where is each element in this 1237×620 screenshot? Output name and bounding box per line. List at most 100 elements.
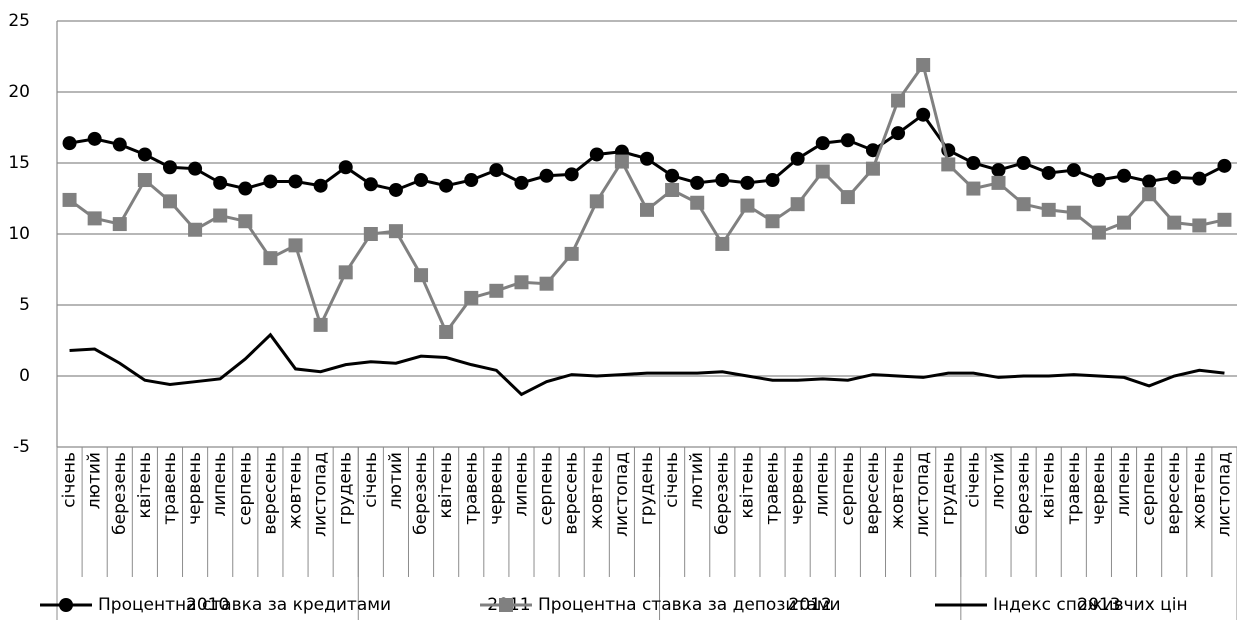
- data-point: [162, 160, 177, 175]
- data-point: [288, 174, 303, 189]
- x-tick-label: квітень: [436, 452, 456, 519]
- data-point: [740, 198, 755, 213]
- data-point: [62, 136, 77, 151]
- data-point: [916, 58, 931, 73]
- data-point: [112, 217, 127, 232]
- data-point: [564, 246, 579, 261]
- data-point: [87, 211, 102, 226]
- data-point: [715, 236, 730, 251]
- data-point: [489, 163, 504, 178]
- data-point: [991, 163, 1006, 178]
- x-tick-label: листопад: [913, 452, 933, 537]
- data-point: [514, 175, 529, 190]
- x-tick-label: вересень: [863, 452, 883, 535]
- data-point: [313, 317, 328, 332]
- y-tick-label: 25: [8, 11, 30, 31]
- x-tick-label: липень: [511, 452, 531, 517]
- x-tick-label: жовтень: [1189, 452, 1209, 529]
- x-tick-label: червень: [1089, 452, 1109, 525]
- x-tick-label: січень: [361, 452, 381, 508]
- x-tick-label: квітень: [135, 452, 155, 519]
- data-point: [740, 175, 755, 190]
- data-point: [1066, 205, 1081, 220]
- x-tick-label: січень: [60, 452, 80, 508]
- x-tick-label: лютий: [988, 452, 1008, 509]
- data-point: [966, 181, 981, 196]
- data-point: [363, 227, 378, 241]
- data-point: [891, 126, 906, 141]
- data-point: [263, 174, 278, 189]
- y-tick-label: 5: [19, 295, 30, 315]
- data-point: [941, 157, 956, 172]
- data-point: [790, 151, 805, 166]
- data-point: [1066, 163, 1081, 178]
- data-point: [715, 173, 730, 188]
- data-point: [1217, 212, 1232, 227]
- data-point: [1016, 197, 1031, 212]
- x-tick-label: грудень: [336, 452, 356, 525]
- data-point: [640, 202, 654, 217]
- data-point: [263, 251, 278, 266]
- x-tick-label: червень: [486, 452, 506, 525]
- data-point: [363, 177, 378, 192]
- data-point: [188, 222, 203, 237]
- y-tick-label: 20: [8, 82, 30, 102]
- data-point: [338, 265, 353, 280]
- data-point: [137, 147, 152, 162]
- data-point: [464, 290, 479, 305]
- data-point: [640, 151, 654, 166]
- data-point: [690, 175, 705, 190]
- series-line: [68, 61, 1225, 335]
- data-point: [539, 276, 554, 291]
- x-tick-label: вересень: [562, 452, 582, 535]
- x-tick-label: грудень: [637, 452, 657, 525]
- data-point: [238, 181, 253, 196]
- x-tick-label: червень: [788, 452, 808, 525]
- data-point: [1091, 225, 1106, 240]
- data-point: [439, 178, 454, 193]
- x-tick-label: березень: [411, 452, 431, 535]
- x-tick-label: січень: [662, 452, 682, 508]
- data-point: [288, 238, 303, 253]
- data-point: [1142, 187, 1157, 202]
- group-label: 2010: [186, 595, 229, 615]
- x-tick-label: жовтень: [286, 452, 306, 529]
- x-tick-label: вересень: [260, 452, 280, 535]
- x-tick-label: березень: [712, 452, 732, 535]
- data-point: [87, 131, 102, 146]
- data-point: [690, 195, 705, 210]
- x-tick-label: травень: [763, 452, 783, 525]
- x-tick-label: грудень: [938, 452, 958, 525]
- data-point: [589, 194, 604, 209]
- data-point: [966, 156, 981, 170]
- data-point: [338, 160, 353, 175]
- data-point: [1041, 202, 1056, 217]
- x-tick-label: вересень: [1164, 452, 1184, 535]
- data-point: [62, 192, 77, 207]
- data-point: [840, 133, 855, 148]
- data-point: [1167, 170, 1182, 185]
- data-point: [112, 137, 127, 152]
- data-point: [1016, 156, 1031, 170]
- data-point: [137, 173, 152, 188]
- data-point: [1217, 158, 1232, 173]
- data-point: [213, 175, 228, 190]
- data-point: [1192, 218, 1207, 233]
- data-point: [388, 182, 403, 197]
- data-point: [1142, 174, 1157, 189]
- data-point: [865, 143, 880, 158]
- x-tick-label: лютий: [386, 452, 406, 509]
- data-point: [188, 161, 203, 176]
- data-point: [891, 93, 906, 108]
- data-point: [388, 224, 403, 239]
- data-point: [840, 190, 855, 205]
- data-point: [665, 182, 680, 197]
- data-point: [1192, 171, 1207, 186]
- data-point: [539, 168, 554, 183]
- series-line: [69, 332, 1225, 397]
- data-point: [313, 178, 328, 193]
- y-tick-label: -5: [13, 437, 30, 457]
- data-point: [815, 136, 830, 151]
- x-tick-label: серпень: [838, 452, 858, 525]
- legend-label: Процентна ставка за кредитами: [98, 595, 391, 615]
